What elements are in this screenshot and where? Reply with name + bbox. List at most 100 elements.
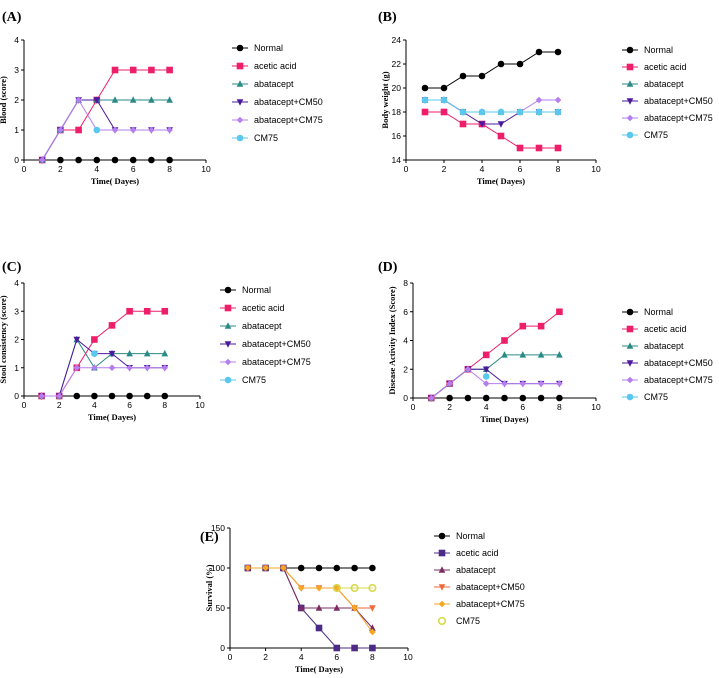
data-point	[297, 564, 305, 572]
data-point	[369, 628, 376, 636]
x-tick-label: 8	[370, 652, 375, 662]
x-tick-label: 0	[411, 402, 416, 412]
y-tick-label: 3	[14, 306, 19, 316]
legend-label: CM75	[644, 130, 668, 140]
data-point	[111, 126, 119, 134]
data-point	[497, 108, 505, 116]
data-point	[148, 126, 155, 134]
y-axis-title: Survival (%)	[204, 564, 214, 611]
x-tick-label: 4	[92, 400, 97, 410]
data-point	[332, 583, 341, 593]
y-tick-label: 0	[14, 155, 19, 165]
legend-label: abatacept	[254, 79, 294, 89]
y-tick-label: 100	[211, 563, 225, 573]
data-point	[369, 605, 376, 612]
x-tick-label: 0	[22, 400, 27, 410]
x-tick-label: 4	[480, 164, 485, 174]
legend: Normal acetic acid abatacept abatacept+CM50…	[434, 531, 525, 626]
y-tick-label: 16	[392, 131, 402, 141]
x-axis-title: Time( Dayes)	[295, 664, 343, 674]
x-tick-label: 4	[484, 402, 489, 412]
chart-panel-d: (D) 0 2 4 6 8 0 2 4 6 8 10 Time( Dayes) Disease Activ…	[378, 260, 713, 424]
data-point	[537, 394, 545, 402]
legend: Normal acetic acid abatacept abatacept+CM50…	[232, 43, 323, 143]
data-point	[368, 583, 377, 593]
data-point	[38, 392, 45, 400]
data-point	[478, 108, 486, 116]
x-tick-label: 4	[94, 164, 99, 174]
legend-marker	[626, 342, 634, 349]
legend-label: CM75	[242, 375, 266, 385]
legend-marker	[236, 116, 244, 124]
data-point	[351, 564, 358, 572]
x-tick-label: 6	[127, 400, 132, 410]
x-tick-label: 2	[58, 164, 63, 174]
legend-label: abatacept+CM50	[644, 358, 713, 368]
legend-marker	[626, 98, 634, 105]
data-point	[519, 380, 527, 387]
data-point	[129, 96, 137, 103]
y-tick-label: 2	[14, 335, 19, 345]
data-point	[351, 604, 358, 612]
data-point	[421, 108, 429, 116]
x-tick-label: 6	[520, 402, 525, 412]
data-point	[537, 380, 545, 387]
legend-marker	[224, 304, 232, 312]
y-tick-label: 18	[392, 107, 402, 117]
data-point	[535, 96, 543, 104]
legend-label: CM75	[456, 616, 480, 626]
legend: Normal acetic acid abatacept abatacept+CM50…	[622, 45, 713, 140]
data-point	[556, 394, 563, 402]
legend-marker	[626, 46, 634, 54]
data-point	[428, 394, 435, 402]
data-point	[161, 392, 169, 400]
legend-label: abatacept+CM50	[242, 339, 311, 349]
data-point	[459, 120, 467, 128]
x-tick-label: 0	[228, 652, 233, 662]
data-point	[482, 351, 490, 359]
data-point	[440, 84, 448, 92]
y-tick-label: 2	[403, 364, 408, 374]
panel-label: (D)	[378, 260, 398, 275]
y-tick-label: 4	[14, 35, 19, 45]
series-line	[425, 51, 558, 89]
x-tick-label: 8	[556, 164, 561, 174]
data-point	[166, 66, 173, 74]
series-abatacept	[244, 564, 376, 631]
data-point	[554, 48, 562, 56]
data-point	[369, 564, 376, 572]
legend-marker	[626, 325, 634, 333]
data-point	[554, 144, 562, 152]
y-tick-label: 4	[403, 336, 408, 346]
y-tick-label: 0	[14, 391, 19, 401]
y-axis-title: Stool consistency (score)	[0, 295, 8, 383]
legend-marker	[626, 131, 634, 139]
y-axis-title: Blood (score)	[0, 76, 8, 124]
legend-label: abatacept+CM50	[644, 96, 713, 106]
data-point	[501, 380, 508, 387]
series-normal	[428, 394, 563, 402]
data-point	[482, 366, 490, 374]
data-point	[350, 583, 359, 593]
data-point	[369, 644, 376, 652]
legend-marker	[438, 584, 446, 591]
legend-marker	[626, 308, 634, 316]
data-point	[57, 126, 64, 134]
data-point	[129, 126, 137, 134]
panel-label: (A)	[2, 10, 22, 25]
data-point	[516, 60, 524, 68]
data-point	[535, 144, 543, 152]
data-point	[108, 350, 116, 358]
legend-label: abatacept+CM50	[254, 97, 323, 107]
data-point	[421, 96, 429, 104]
data-point	[297, 584, 305, 592]
legend-label: acetic acid	[644, 324, 687, 334]
data-point	[333, 604, 341, 611]
data-point	[501, 394, 508, 402]
data-point	[262, 564, 269, 572]
data-point	[497, 121, 505, 128]
legend-marker	[438, 532, 446, 540]
data-point	[148, 66, 155, 74]
series-cm75	[91, 350, 98, 357]
data-point	[111, 156, 119, 164]
